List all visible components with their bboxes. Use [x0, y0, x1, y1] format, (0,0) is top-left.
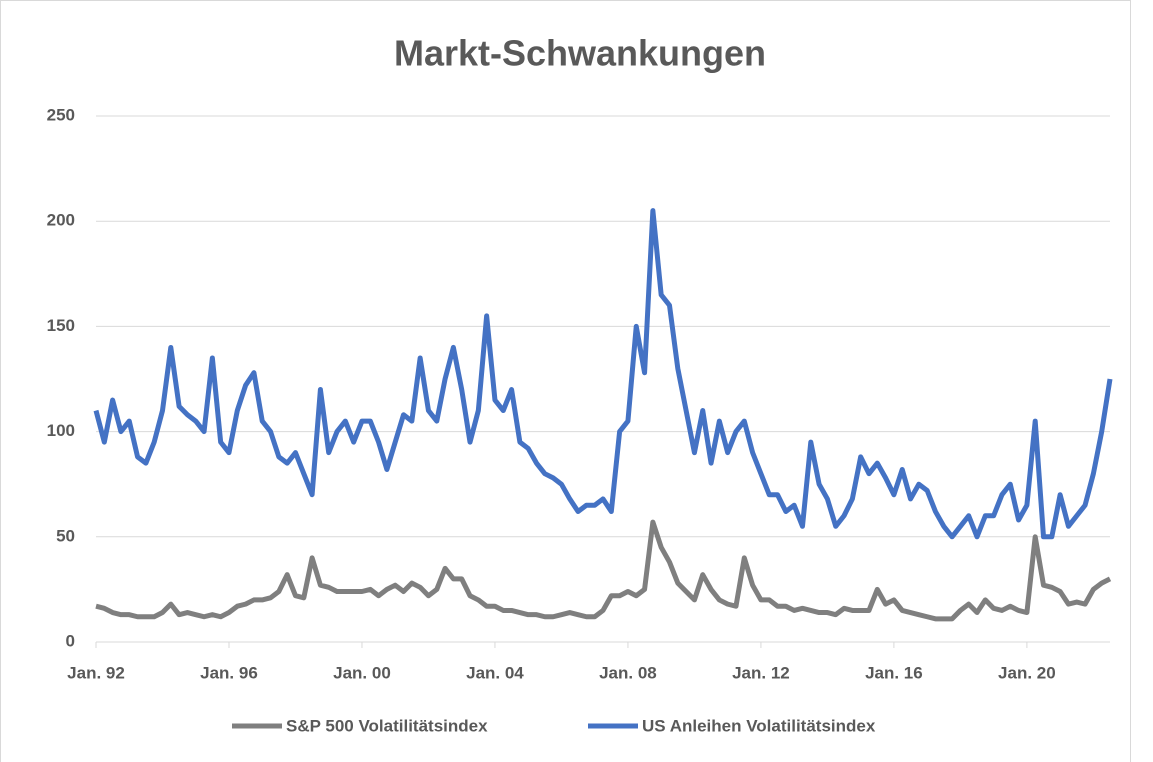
x-tick-label: Jan. 08 [599, 663, 657, 682]
y-tick-label: 100 [47, 421, 75, 440]
y-tick-label: 250 [47, 105, 75, 124]
x-tick-label: Jan. 04 [466, 663, 524, 682]
x-tick-label: Jan. 92 [67, 663, 125, 682]
x-tick-label: Jan. 00 [333, 663, 391, 682]
series-line [95, 519, 1112, 622]
y-tick-label: 0 [66, 631, 75, 650]
y-tick-label: 50 [56, 526, 75, 545]
x-tick-label: Jan. 20 [998, 663, 1056, 682]
x-tick-label: Jan. 16 [865, 663, 923, 682]
series-line [93, 208, 1113, 540]
x-tick-label: Jan. 12 [732, 663, 790, 682]
x-tick-label: Jan. 96 [200, 663, 258, 682]
legend-label: S&P 500 Volatilitätsindex [286, 716, 488, 735]
chart-title: Markt-Schwankungen [394, 33, 766, 74]
legend-label: US Anleihen Volatilitätsindex [642, 716, 876, 735]
y-tick-label: 150 [47, 316, 75, 335]
y-tick-label: 200 [47, 211, 75, 230]
